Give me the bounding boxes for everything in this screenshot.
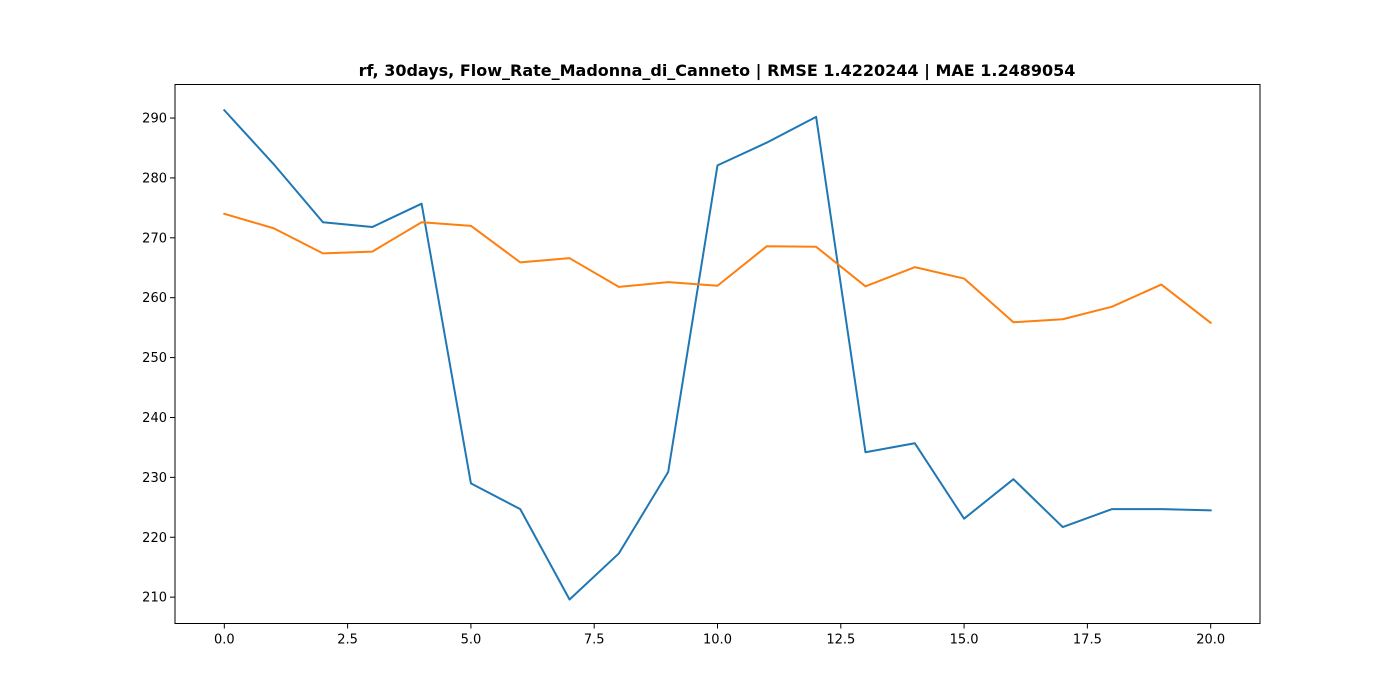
- x-tick-label: 7.5: [584, 633, 605, 648]
- x-tick-label: 17.5: [1073, 633, 1102, 648]
- y-tick-label: 210: [142, 591, 167, 606]
- y-tick-label: 240: [142, 411, 167, 426]
- x-tick-label: 15.0: [950, 633, 979, 648]
- x-tick-label: 10.0: [703, 633, 732, 648]
- series-2-line: [223, 212, 1213, 325]
- x-tick-label: 2.5: [337, 633, 358, 648]
- x-tick-label: 0.0: [214, 633, 235, 648]
- y-tick-label: 290: [142, 112, 167, 127]
- x-tick-label: 20.0: [1196, 633, 1225, 648]
- x-tick-label: 5.0: [461, 633, 482, 648]
- y-tick-label: 230: [142, 471, 167, 486]
- series-layer: [222, 108, 1213, 601]
- y-tick-label: 220: [142, 531, 167, 546]
- y-tick-label: 270: [142, 231, 167, 246]
- x-tick-label: 12.5: [826, 633, 855, 648]
- y-tick-label: 250: [142, 351, 167, 366]
- x-axis: 0.0 2.5 5.0 7.5 10.0 12.5 15.0 17.5 20.0: [214, 623, 1225, 648]
- y-tick-label: 280: [142, 171, 167, 186]
- y-tick-label: 260: [142, 291, 167, 306]
- series-1-line: [222, 108, 1212, 601]
- chart-title: rf, 30days, Flow_Rate_Madonna_di_Canneto…: [359, 61, 1076, 81]
- y-axis: 210 220 230 240 250 260 270 280 290: [142, 112, 175, 606]
